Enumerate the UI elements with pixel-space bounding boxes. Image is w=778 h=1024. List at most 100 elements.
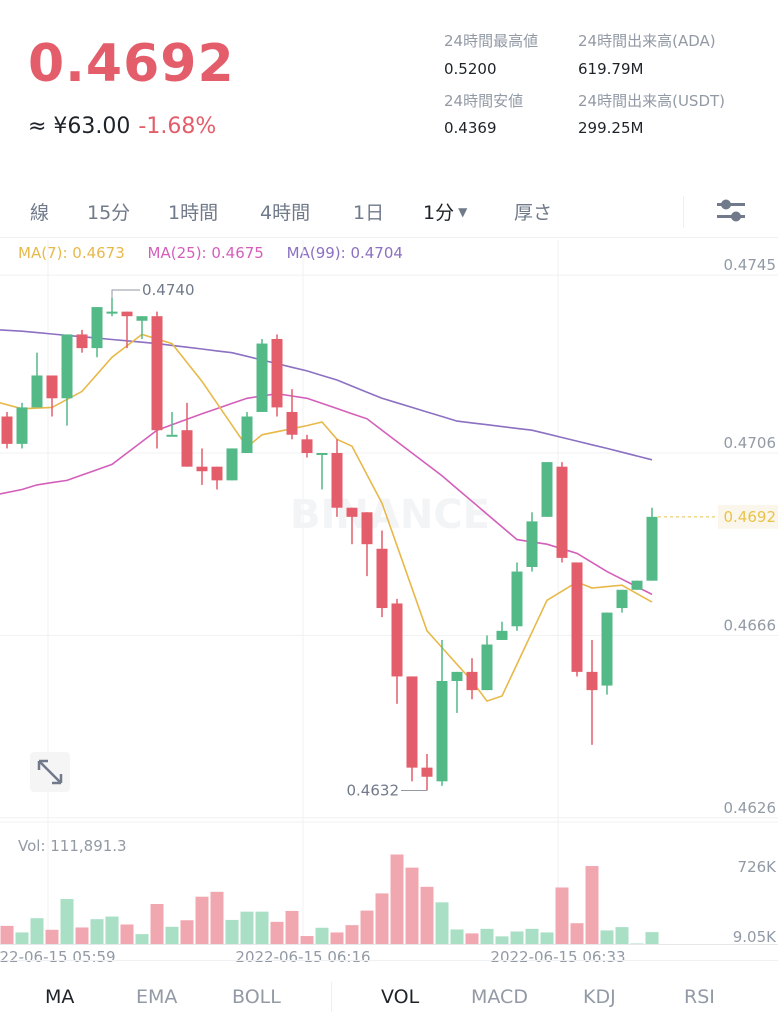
- candle-body: [16, 407, 28, 444]
- volume-bar: [75, 927, 89, 944]
- low-marker-label: 0.4632: [347, 781, 400, 799]
- volume-bar: [330, 932, 344, 944]
- candle-up: [241, 411, 253, 453]
- volume-bar: [60, 899, 74, 944]
- candle-down: [331, 439, 343, 517]
- candle-down: [421, 753, 433, 791]
- candle-body: [346, 507, 358, 517]
- tab-4h[interactable]: 4時間: [260, 202, 311, 224]
- ma-legend: MA(7): 0.4673 MA(25): 0.4675 MA(99): 0.4…: [18, 244, 421, 262]
- tab-1d[interactable]: 1日: [353, 202, 385, 224]
- candle-up: [316, 453, 328, 490]
- candle-up: [451, 671, 463, 713]
- divider: [0, 237, 778, 238]
- indicator-macd[interactable]: MACD: [471, 986, 528, 1008]
- candle-down: [76, 329, 88, 353]
- candle-down: [271, 334, 283, 417]
- tab-1m-dropdown[interactable]: 1分 ▼: [423, 198, 467, 225]
- y-tick-label: 0.4666: [724, 616, 777, 634]
- ma7-legend: MA(7): 0.4673: [18, 244, 125, 262]
- ma99-legend: MA(99): 0.4704: [286, 244, 403, 262]
- indicator-vol[interactable]: VOL: [381, 986, 420, 1008]
- volume-bar: [390, 854, 404, 944]
- watermark: BINANCE: [290, 492, 490, 538]
- candle-body: [646, 516, 658, 581]
- volume-bar: [210, 891, 224, 944]
- candle-up: [256, 339, 268, 412]
- candle-body: [31, 375, 43, 408]
- volume-bar: [465, 933, 479, 944]
- candle-down: [346, 507, 358, 545]
- volume-bar: [540, 932, 554, 944]
- candle-body: [466, 671, 478, 691]
- candle-body: [376, 548, 388, 609]
- volume-bar: [420, 886, 434, 944]
- volume-bar: [120, 924, 134, 944]
- indicator-kdj[interactable]: KDJ: [583, 986, 616, 1008]
- candle-body: [301, 439, 313, 453]
- y-tick-label: 0.4745: [724, 256, 777, 274]
- volume-bar: [135, 934, 149, 944]
- volume-tick-label: 726K: [738, 858, 778, 876]
- tab-1m-label: 1分: [423, 202, 455, 224]
- volume-bar: [300, 936, 314, 944]
- expand-button[interactable]: [30, 752, 70, 792]
- fiat-price: ≈ ¥63.00 -1.68%: [28, 114, 216, 139]
- candle-body: [91, 307, 103, 349]
- volume-bar: [510, 931, 524, 944]
- sliders-icon[interactable]: [716, 197, 746, 225]
- last-price: 0.4692: [28, 34, 235, 94]
- indicator-ema[interactable]: EMA: [136, 986, 178, 1008]
- x-tick-label: 2022-06-15 05:59: [0, 948, 116, 966]
- candle-down: [211, 466, 223, 490]
- candle-body: [46, 375, 58, 399]
- volume-bar: [375, 893, 389, 944]
- candle-body: [256, 343, 268, 412]
- candle-body: [76, 334, 88, 349]
- candle-body: [106, 311, 118, 314]
- candle-body: [151, 316, 163, 431]
- volume-bar: [0, 925, 14, 944]
- candle-body: [226, 448, 238, 481]
- interval-tabs: 線 15分 1時間 4時間 1日 1分 ▼ 厚さ: [0, 190, 778, 234]
- candle-body: [526, 521, 538, 567]
- ma25-legend: MA(25): 0.4675: [147, 244, 264, 262]
- candle-down: [196, 448, 208, 485]
- tab-15m[interactable]: 15分: [87, 202, 131, 224]
- candle-down: [121, 311, 133, 349]
- volume-bar: [360, 910, 374, 944]
- candle-down: [406, 676, 418, 782]
- stat-label-24h-vol-ada: 24時間出来高(ADA): [578, 32, 716, 50]
- indicator-ma[interactable]: MA: [45, 986, 75, 1008]
- candle-up: [136, 316, 148, 339]
- candle-down: [151, 311, 163, 449]
- candle-down: [286, 389, 298, 440]
- volume-bar: [525, 928, 539, 944]
- stat-value-24h-vol-usdt: 299.25M: [578, 119, 644, 137]
- volume-bar: [45, 929, 59, 944]
- volume-bar: [195, 896, 209, 944]
- volume-tick-label: 9.05K: [733, 928, 777, 946]
- high-marker-line: [111, 289, 140, 298]
- candle-up: [526, 512, 538, 572]
- volume-bar: [225, 919, 239, 944]
- indicator-rsi[interactable]: RSI: [684, 986, 715, 1008]
- divider: [0, 960, 778, 961]
- candle-body: [316, 453, 328, 455]
- tab-line[interactable]: 線: [30, 202, 50, 224]
- volume-bar: [585, 866, 599, 944]
- volume-bar: [405, 867, 419, 944]
- volume-bar: [165, 926, 179, 944]
- tab-1h[interactable]: 1時間: [168, 202, 219, 224]
- volume-bar: [435, 902, 449, 944]
- tab-depth[interactable]: 厚さ: [514, 202, 553, 224]
- candle-up: [511, 562, 523, 631]
- indicator-boll[interactable]: BOLL: [232, 986, 281, 1008]
- candle-body: [481, 644, 493, 691]
- volume-bar: [555, 887, 569, 944]
- candle-body: [271, 339, 283, 408]
- candle-up: [436, 639, 448, 786]
- candle-body: [361, 512, 373, 545]
- candle-body: [556, 466, 568, 558]
